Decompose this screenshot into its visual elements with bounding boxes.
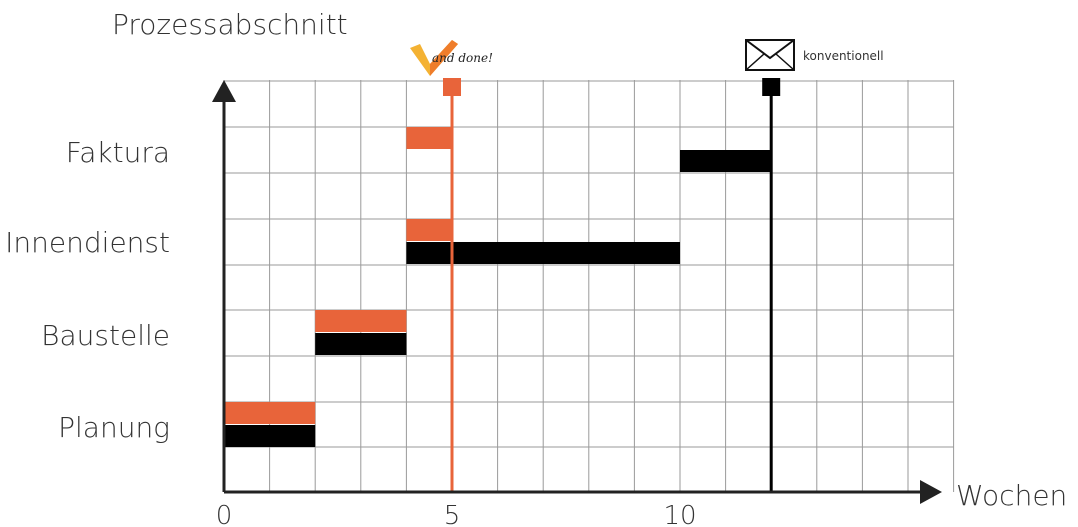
and-done-marker-square [443,78,461,96]
markers: and done! konventionell [410,39,884,492]
category-label-planung: Planung [58,411,170,444]
x-tick-label: 5 [444,501,461,527]
bar-konventionell-faktura [680,150,772,172]
grid [223,80,955,492]
bars [224,127,772,447]
konventionell-marker-square [762,78,781,96]
axes [212,80,942,504]
bar-and-done-innendienst [406,219,452,241]
category-label-baustelle: Baustelle [41,319,170,352]
bar-and-done-baustelle [315,310,407,332]
and-done-label: and done! [432,51,493,65]
x-axis-title: Wochen [956,479,1067,512]
bar-konventionell-innendienst [406,242,680,264]
bar-and-done-planung [224,402,316,424]
category-label-faktura: Faktura [66,136,170,169]
y-axis-title: Prozessabschnitt [112,8,348,41]
labels: Planung Baustelle Innendienst Faktura 0 5 10 [5,136,696,527]
konventionell-label: konventionell [803,49,884,63]
bar-and-done-faktura [406,127,452,149]
category-label-innendienst: Innendienst [5,226,170,259]
y-axis-arrow-icon [212,80,236,102]
checkmark-logo-icon [410,40,458,76]
x-tick-label: 10 [663,501,696,527]
x-axis-arrow-icon [920,480,942,504]
x-tick-label: 0 [216,501,233,527]
envelope-icon [745,39,795,71]
bar-konventionell-planung [224,425,316,447]
bar-konventionell-baustelle [315,333,407,355]
